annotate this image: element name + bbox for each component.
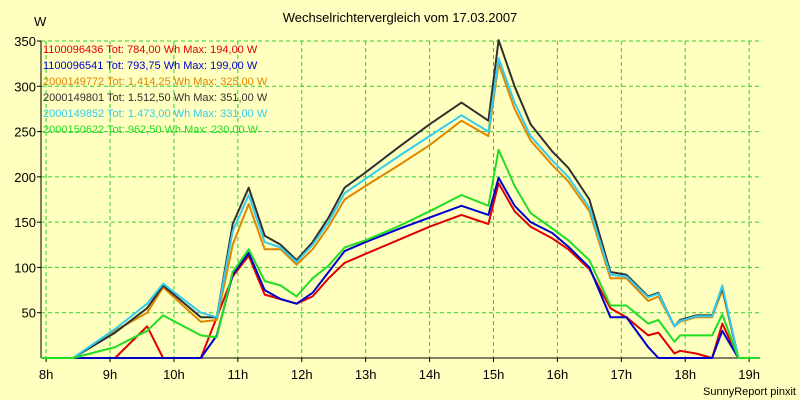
legend-entry-2000150622: 2000150622 Tot: 962,50 Wh Max: 230,00 W	[43, 124, 259, 136]
y-tick-label: 350	[14, 34, 36, 49]
y-tick-label: 250	[14, 125, 36, 140]
x-tick-label: 19h	[738, 367, 760, 382]
y-tick-label: 150	[14, 215, 36, 230]
x-tick-label: 11h	[227, 367, 248, 382]
x-tick-label: 9h	[103, 367, 117, 382]
plot-area	[41, 41, 760, 358]
y-tick-label: 200	[14, 170, 36, 185]
footer-credit: SunnyReport pinxit	[703, 386, 796, 398]
y-tick-label: 50	[22, 306, 36, 321]
legend-entry-2000149852: 2000149852 Tot: 1.473,00 Wh Max: 331,00 …	[43, 108, 268, 120]
legend-entry-1100096436: 1100096436 Tot: 784,00 Wh Max: 194,00 W	[43, 44, 258, 56]
x-tick-label: 13h	[355, 367, 377, 382]
x-tick-label: 12h	[291, 367, 313, 382]
x-tick-label: 18h	[674, 367, 696, 382]
legend-entry-2000149801: 2000149801 Tot: 1.512,50 Wh Max: 351,00 …	[43, 92, 268, 104]
legend-entry-2000149772: 2000149772 Tot: 1.414,25 Wh Max: 325,00 …	[43, 76, 268, 88]
x-tick-label: 8h	[39, 367, 53, 382]
series-line-2000150622	[41, 148, 760, 359]
x-tick-label: 16h	[547, 367, 569, 382]
legend-entry-1100096541: 1100096541 Tot: 793,75 Wh Max: 199,00 W	[43, 60, 258, 72]
chart-title: Wechselrichtervergleich vom 17.03.2007	[282, 10, 518, 25]
x-tick-label: 17h	[610, 367, 632, 382]
y-tick-label: 300	[14, 79, 36, 94]
x-tick-label: 15h	[483, 367, 505, 382]
y-tick-label: 100	[14, 260, 36, 275]
series-line-2000149852	[41, 57, 760, 359]
y-axis-unit: W	[34, 14, 47, 29]
x-tick-label: 14h	[419, 367, 441, 382]
x-tick-label: 10h	[163, 367, 185, 382]
